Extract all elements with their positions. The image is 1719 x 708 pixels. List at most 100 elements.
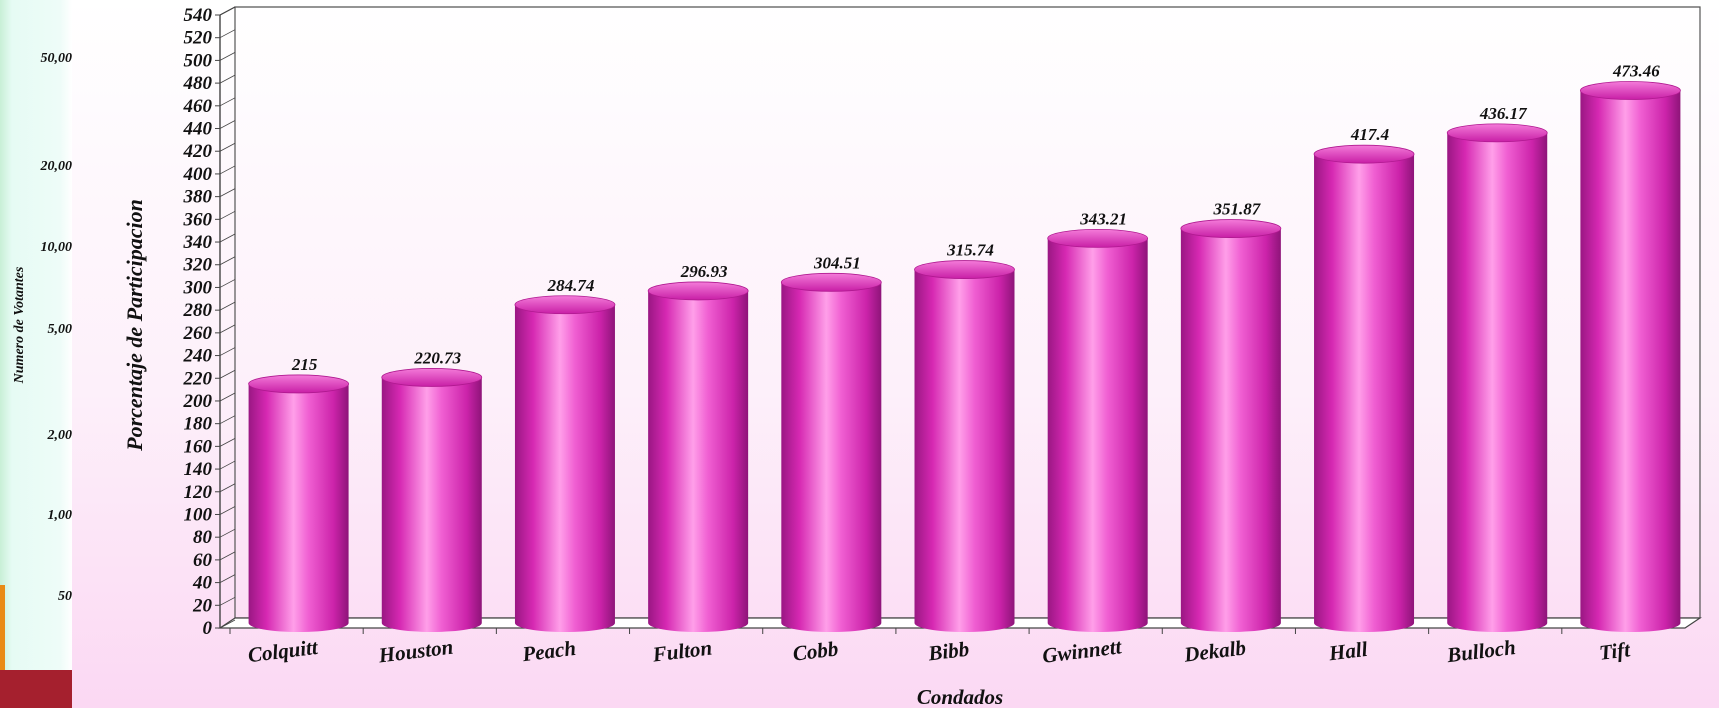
bar: 343.21 xyxy=(1047,209,1149,632)
bar: 304.51 xyxy=(780,253,882,632)
bar-cap xyxy=(1047,228,1149,248)
data-label: 343.21 xyxy=(1079,209,1127,228)
bar-cap xyxy=(1446,123,1548,143)
bar-body xyxy=(1447,132,1548,632)
category-label: Houston xyxy=(376,635,454,668)
data-label: 215 xyxy=(291,355,318,374)
secondary-tick-label: 50,00 xyxy=(41,51,73,66)
data-label: 284.74 xyxy=(547,276,595,295)
y-tick-label: 480 xyxy=(183,73,213,94)
y-tick-diagonal xyxy=(219,506,236,515)
y-axis-title: Porcentaje de Participacion xyxy=(122,199,147,452)
category-label: Bibb xyxy=(926,637,970,666)
y-tick-diagonal xyxy=(219,528,236,538)
y-tick-diagonal xyxy=(219,52,236,61)
bar-body xyxy=(381,377,482,632)
y-tick-label: 60 xyxy=(193,550,213,571)
category-label: Tift xyxy=(1598,637,1633,665)
bar-body xyxy=(1580,90,1681,633)
corner-accent-orange xyxy=(0,585,5,670)
category-label: Fulton xyxy=(650,636,713,667)
category-label: Colquitt xyxy=(247,635,321,667)
y-tick-diagonal xyxy=(219,438,236,447)
category-label: Peach xyxy=(520,636,577,666)
y-tick-diagonal xyxy=(219,279,236,288)
bar-body xyxy=(1180,228,1281,632)
y-tick-label: 100 xyxy=(184,504,213,525)
secondary-tick-label: 2,00 xyxy=(47,428,73,443)
data-label: 473.46 xyxy=(1612,62,1660,81)
y-tick-diagonal xyxy=(219,6,236,16)
y-tick-label: 300 xyxy=(183,277,213,298)
y-tick-label: 340 xyxy=(183,232,213,253)
y-tick-label: 380 xyxy=(183,187,213,208)
y-tick-diagonal xyxy=(219,301,236,311)
y-tick-diagonal xyxy=(219,165,236,175)
bar-body xyxy=(648,290,749,632)
secondary-tick-label: 50 xyxy=(58,589,72,604)
y-tick-diagonal xyxy=(219,210,236,220)
bar-body xyxy=(1047,238,1148,632)
y-tick-label: 520 xyxy=(184,28,213,49)
x-axis-ticks: Colquitt Houston Peach Fulton Cobb Bibb Gwinne… xyxy=(229,628,1633,668)
bar-cap xyxy=(514,295,616,315)
data-label: 436.17 xyxy=(1479,104,1528,123)
y-tick-label: 200 xyxy=(183,391,213,412)
bar-body xyxy=(914,269,1015,632)
y-tick-label: 360 xyxy=(183,209,213,230)
bar-body xyxy=(248,383,349,632)
y-axis-ticks: 0204060801001201401601802002202402602803… xyxy=(183,5,236,639)
y-tick-label: 420 xyxy=(183,141,213,162)
y-tick-label: 20 xyxy=(192,595,213,616)
y-tick-label: 400 xyxy=(183,164,213,185)
y-tick-diagonal xyxy=(219,120,236,129)
data-label: 304.51 xyxy=(813,253,861,272)
secondary-axis-title: Numero de Votantes xyxy=(12,266,27,384)
bar: 284.74 xyxy=(514,276,616,632)
bar: 351.87 xyxy=(1180,200,1282,632)
y-tick-label: 220 xyxy=(183,368,213,389)
category-label: Cobb xyxy=(791,636,839,665)
y-tick-diagonal xyxy=(219,29,236,39)
y-tick-label: 80 xyxy=(193,527,213,548)
y-tick-label: 500 xyxy=(184,50,213,71)
bar-cap xyxy=(1580,81,1681,100)
y-tick-diagonal xyxy=(219,460,236,470)
y-tick-label: 240 xyxy=(183,346,213,367)
y-tick-diagonal xyxy=(219,551,236,561)
secondary-axis: 50,00 20,00 10,00 5,00 2,00 1,00 50 Numero de V… xyxy=(12,51,72,604)
secondary-tick-label: 20,00 xyxy=(40,159,73,174)
category-label: Dekalb xyxy=(1182,635,1247,666)
y-tick-label: 260 xyxy=(183,323,213,344)
bar-cap xyxy=(381,368,483,387)
y-tick-diagonal xyxy=(219,256,236,266)
bar: 436.17 xyxy=(1446,104,1548,632)
bar-cap xyxy=(1313,144,1415,164)
y-tick-diagonal xyxy=(219,233,236,243)
bar: 315.74 xyxy=(914,241,1015,632)
secondary-tick-label: 10,00 xyxy=(41,240,73,255)
bar-body xyxy=(781,282,882,632)
bar-cap xyxy=(1180,219,1282,238)
category-label: Gwinnett xyxy=(1041,634,1124,668)
y-tick-label: 540 xyxy=(184,5,213,26)
bar-cap xyxy=(248,374,349,394)
y-tick-label: 160 xyxy=(184,436,213,457)
bar-body xyxy=(514,304,615,632)
bar-body xyxy=(1314,154,1415,632)
y-tick-diagonal xyxy=(219,324,236,334)
y-tick-diagonal xyxy=(219,596,236,606)
bar: 417.4 xyxy=(1313,125,1415,632)
data-label: 296.93 xyxy=(680,262,728,281)
bars: 215 220.73 284.74 296.93 304.51 315.74 343.21 3… xyxy=(248,62,1681,633)
y-tick-diagonal xyxy=(219,369,236,379)
bar-cap xyxy=(647,281,749,301)
category-label: Bulloch xyxy=(1445,635,1517,667)
y-tick-label: 460 xyxy=(183,96,213,117)
y-tick-label: 320 xyxy=(183,255,213,276)
y-tick-diagonal xyxy=(219,392,236,402)
bar: 220.73 xyxy=(381,348,483,632)
y-tick-label: 440 xyxy=(183,119,213,140)
secondary-tick-label: 1,00 xyxy=(48,508,73,523)
